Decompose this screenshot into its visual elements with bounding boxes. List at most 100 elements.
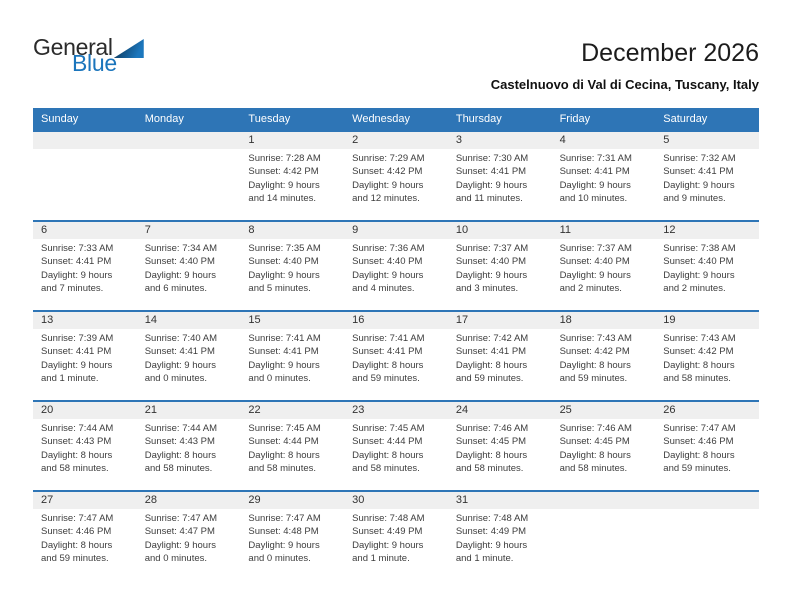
daylight-hours-text: Daylight: 8 hours bbox=[144, 449, 216, 461]
sunset-text: Sunset: 4:43 PM bbox=[144, 436, 215, 448]
sunset-text: Sunset: 4:49 PM bbox=[455, 526, 527, 538]
daylight-minutes-text: and 58 minutes. bbox=[559, 463, 628, 475]
day-number: 21 bbox=[136, 402, 241, 419]
day-number: 2 bbox=[344, 132, 448, 149]
day-number: 28 bbox=[136, 492, 241, 509]
daylight-hours-text: Daylight: 8 hours bbox=[41, 539, 113, 551]
daylight-minutes-text: and 0 minutes. bbox=[144, 373, 208, 385]
sunrise-text: Sunrise: 7:47 AM bbox=[144, 513, 218, 524]
weekday-header: Saturday bbox=[663, 113, 708, 125]
day-cell: 20 Sunrise: 7:44 AM Sunset: 4:43 PM Dayl… bbox=[33, 400, 137, 490]
day-number: 5 bbox=[655, 132, 759, 149]
day-details: Sunrise: 7:47 AM Sunset: 4:46 PM Dayligh… bbox=[655, 419, 759, 476]
sunrise-text: Sunrise: 7:37 AM bbox=[559, 243, 632, 254]
sunset-text: Sunset: 4:40 PM bbox=[455, 256, 527, 268]
sunrise-text: Sunrise: 7:47 AM bbox=[663, 423, 736, 434]
day-number: 15 bbox=[240, 312, 345, 329]
daylight-minutes-text: and 6 minutes. bbox=[144, 283, 208, 295]
sunrise-text: Sunrise: 7:44 AM bbox=[41, 423, 114, 434]
sunset-text: Sunset: 4:42 PM bbox=[248, 166, 319, 178]
day-number: 6 bbox=[33, 222, 137, 239]
day-cell: 24 Sunrise: 7:46 AM Sunset: 4:45 PM Dayl… bbox=[447, 400, 552, 490]
day-number: 24 bbox=[447, 402, 552, 419]
sunset-text: Sunset: 4:46 PM bbox=[663, 436, 734, 448]
daylight-minutes-text: and 14 minutes. bbox=[248, 193, 317, 205]
day-number: 17 bbox=[447, 312, 552, 329]
sunrise-text: Sunrise: 7:41 AM bbox=[352, 333, 425, 344]
day-number: 29 bbox=[240, 492, 345, 509]
day-details bbox=[137, 149, 241, 152]
sunset-text: Sunset: 4:44 PM bbox=[352, 436, 423, 448]
day-number: 9 bbox=[344, 222, 448, 239]
day-cell: 22 Sunrise: 7:45 AM Sunset: 4:44 PM Dayl… bbox=[240, 400, 345, 490]
day-cell: 1 Sunrise: 7:28 AM Sunset: 4:42 PM Dayli… bbox=[240, 130, 345, 220]
page-header: General Blue December 2026 Castelnuovo d… bbox=[0, 0, 792, 93]
daylight-hours-text: Daylight: 9 hours bbox=[248, 539, 320, 551]
daylight-minutes-text: and 4 minutes. bbox=[352, 283, 415, 295]
day-cell: 26 Sunrise: 7:47 AM Sunset: 4:46 PM Dayl… bbox=[655, 400, 759, 490]
day-details: Sunrise: 7:45 AM Sunset: 4:44 PM Dayligh… bbox=[344, 419, 448, 476]
day-cell: 27 Sunrise: 7:47 AM Sunset: 4:46 PM Dayl… bbox=[33, 490, 137, 580]
daylight-minutes-text: and 7 minutes. bbox=[41, 283, 104, 295]
sunset-text: Sunset: 4:40 PM bbox=[559, 256, 630, 268]
daylight-hours-text: Daylight: 9 hours bbox=[144, 269, 216, 281]
daylight-hours-text: Daylight: 9 hours bbox=[41, 359, 113, 371]
day-cell: 11 Sunrise: 7:37 AM Sunset: 4:40 PM Dayl… bbox=[551, 220, 656, 310]
daylight-hours-text: Daylight: 9 hours bbox=[455, 269, 528, 281]
day-details: Sunrise: 7:48 AM Sunset: 4:49 PM Dayligh… bbox=[344, 509, 448, 566]
daylight-minutes-text: and 58 minutes. bbox=[41, 463, 109, 475]
day-cell: 30 Sunrise: 7:48 AM Sunset: 4:49 PM Dayl… bbox=[344, 490, 448, 580]
daylight-hours-text: Daylight: 9 hours bbox=[352, 179, 424, 191]
day-cell: 8 Sunrise: 7:35 AM Sunset: 4:40 PM Dayli… bbox=[240, 220, 345, 310]
day-number: 23 bbox=[344, 402, 448, 419]
day-number: 13 bbox=[33, 312, 137, 329]
day-details: Sunrise: 7:41 AM Sunset: 4:41 PM Dayligh… bbox=[240, 329, 344, 386]
daylight-minutes-text: and 2 minutes. bbox=[559, 283, 622, 295]
day-cell: 31 Sunrise: 7:48 AM Sunset: 4:49 PM Dayl… bbox=[447, 490, 552, 580]
daylight-hours-text: Daylight: 8 hours bbox=[559, 359, 631, 371]
day-cell bbox=[33, 130, 137, 220]
sunrise-text: Sunrise: 7:38 AM bbox=[663, 243, 736, 254]
daylight-hours-text: Daylight: 9 hours bbox=[663, 179, 735, 191]
day-cell: 3 Sunrise: 7:30 AM Sunset: 4:41 PM Dayli… bbox=[447, 130, 552, 220]
sunrise-text: Sunrise: 7:40 AM bbox=[144, 333, 218, 344]
day-number bbox=[136, 132, 241, 149]
day-details: Sunrise: 7:35 AM Sunset: 4:40 PM Dayligh… bbox=[240, 239, 344, 296]
daylight-minutes-text: and 59 minutes. bbox=[663, 463, 731, 475]
day-cell: 21 Sunrise: 7:44 AM Sunset: 4:43 PM Dayl… bbox=[136, 400, 241, 490]
sunrise-text: Sunrise: 7:45 AM bbox=[352, 423, 425, 434]
daylight-minutes-text: and 59 minutes. bbox=[41, 553, 109, 565]
daylight-minutes-text: and 58 minutes. bbox=[144, 463, 213, 475]
day-details: Sunrise: 7:47 AM Sunset: 4:48 PM Dayligh… bbox=[240, 509, 344, 566]
day-number: 10 bbox=[447, 222, 552, 239]
daylight-hours-text: Daylight: 9 hours bbox=[559, 269, 631, 281]
day-number: 26 bbox=[655, 402, 759, 419]
day-number: 18 bbox=[551, 312, 656, 329]
day-number: 11 bbox=[551, 222, 656, 239]
sunset-text: Sunset: 4:41 PM bbox=[41, 346, 112, 358]
weekday-header-row: Sunday Monday Tuesday Wednesday Thursday… bbox=[33, 108, 759, 130]
sunrise-text: Sunrise: 7:45 AM bbox=[248, 423, 321, 434]
daylight-hours-text: Daylight: 9 hours bbox=[352, 269, 424, 281]
day-details: Sunrise: 7:29 AM Sunset: 4:42 PM Dayligh… bbox=[344, 149, 448, 206]
sunrise-text: Sunrise: 7:43 AM bbox=[559, 333, 632, 344]
day-details: Sunrise: 7:39 AM Sunset: 4:41 PM Dayligh… bbox=[33, 329, 137, 386]
sunrise-text: Sunrise: 7:48 AM bbox=[352, 513, 425, 524]
day-details: Sunrise: 7:33 AM Sunset: 4:41 PM Dayligh… bbox=[33, 239, 137, 296]
sunset-text: Sunset: 4:45 PM bbox=[455, 436, 527, 448]
daylight-hours-text: Daylight: 9 hours bbox=[559, 179, 631, 191]
calendar: Sunday Monday Tuesday Wednesday Thursday… bbox=[33, 108, 759, 580]
daylight-minutes-text: and 5 minutes. bbox=[248, 283, 311, 295]
day-cell: 17 Sunrise: 7:42 AM Sunset: 4:41 PM Dayl… bbox=[447, 310, 552, 400]
day-cell: 5 Sunrise: 7:32 AM Sunset: 4:41 PM Dayli… bbox=[655, 130, 759, 220]
sunrise-text: Sunrise: 7:39 AM bbox=[41, 333, 114, 344]
sunset-text: Sunset: 4:46 PM bbox=[41, 526, 112, 538]
day-cell: 29 Sunrise: 7:47 AM Sunset: 4:48 PM Dayl… bbox=[240, 490, 345, 580]
day-number: 20 bbox=[33, 402, 137, 419]
sunrise-text: Sunrise: 7:30 AM bbox=[455, 153, 529, 164]
day-details: Sunrise: 7:36 AM Sunset: 4:40 PM Dayligh… bbox=[344, 239, 448, 296]
daylight-hours-text: Daylight: 9 hours bbox=[352, 539, 424, 551]
daylight-hours-text: Daylight: 8 hours bbox=[663, 359, 735, 371]
day-number: 30 bbox=[344, 492, 448, 509]
